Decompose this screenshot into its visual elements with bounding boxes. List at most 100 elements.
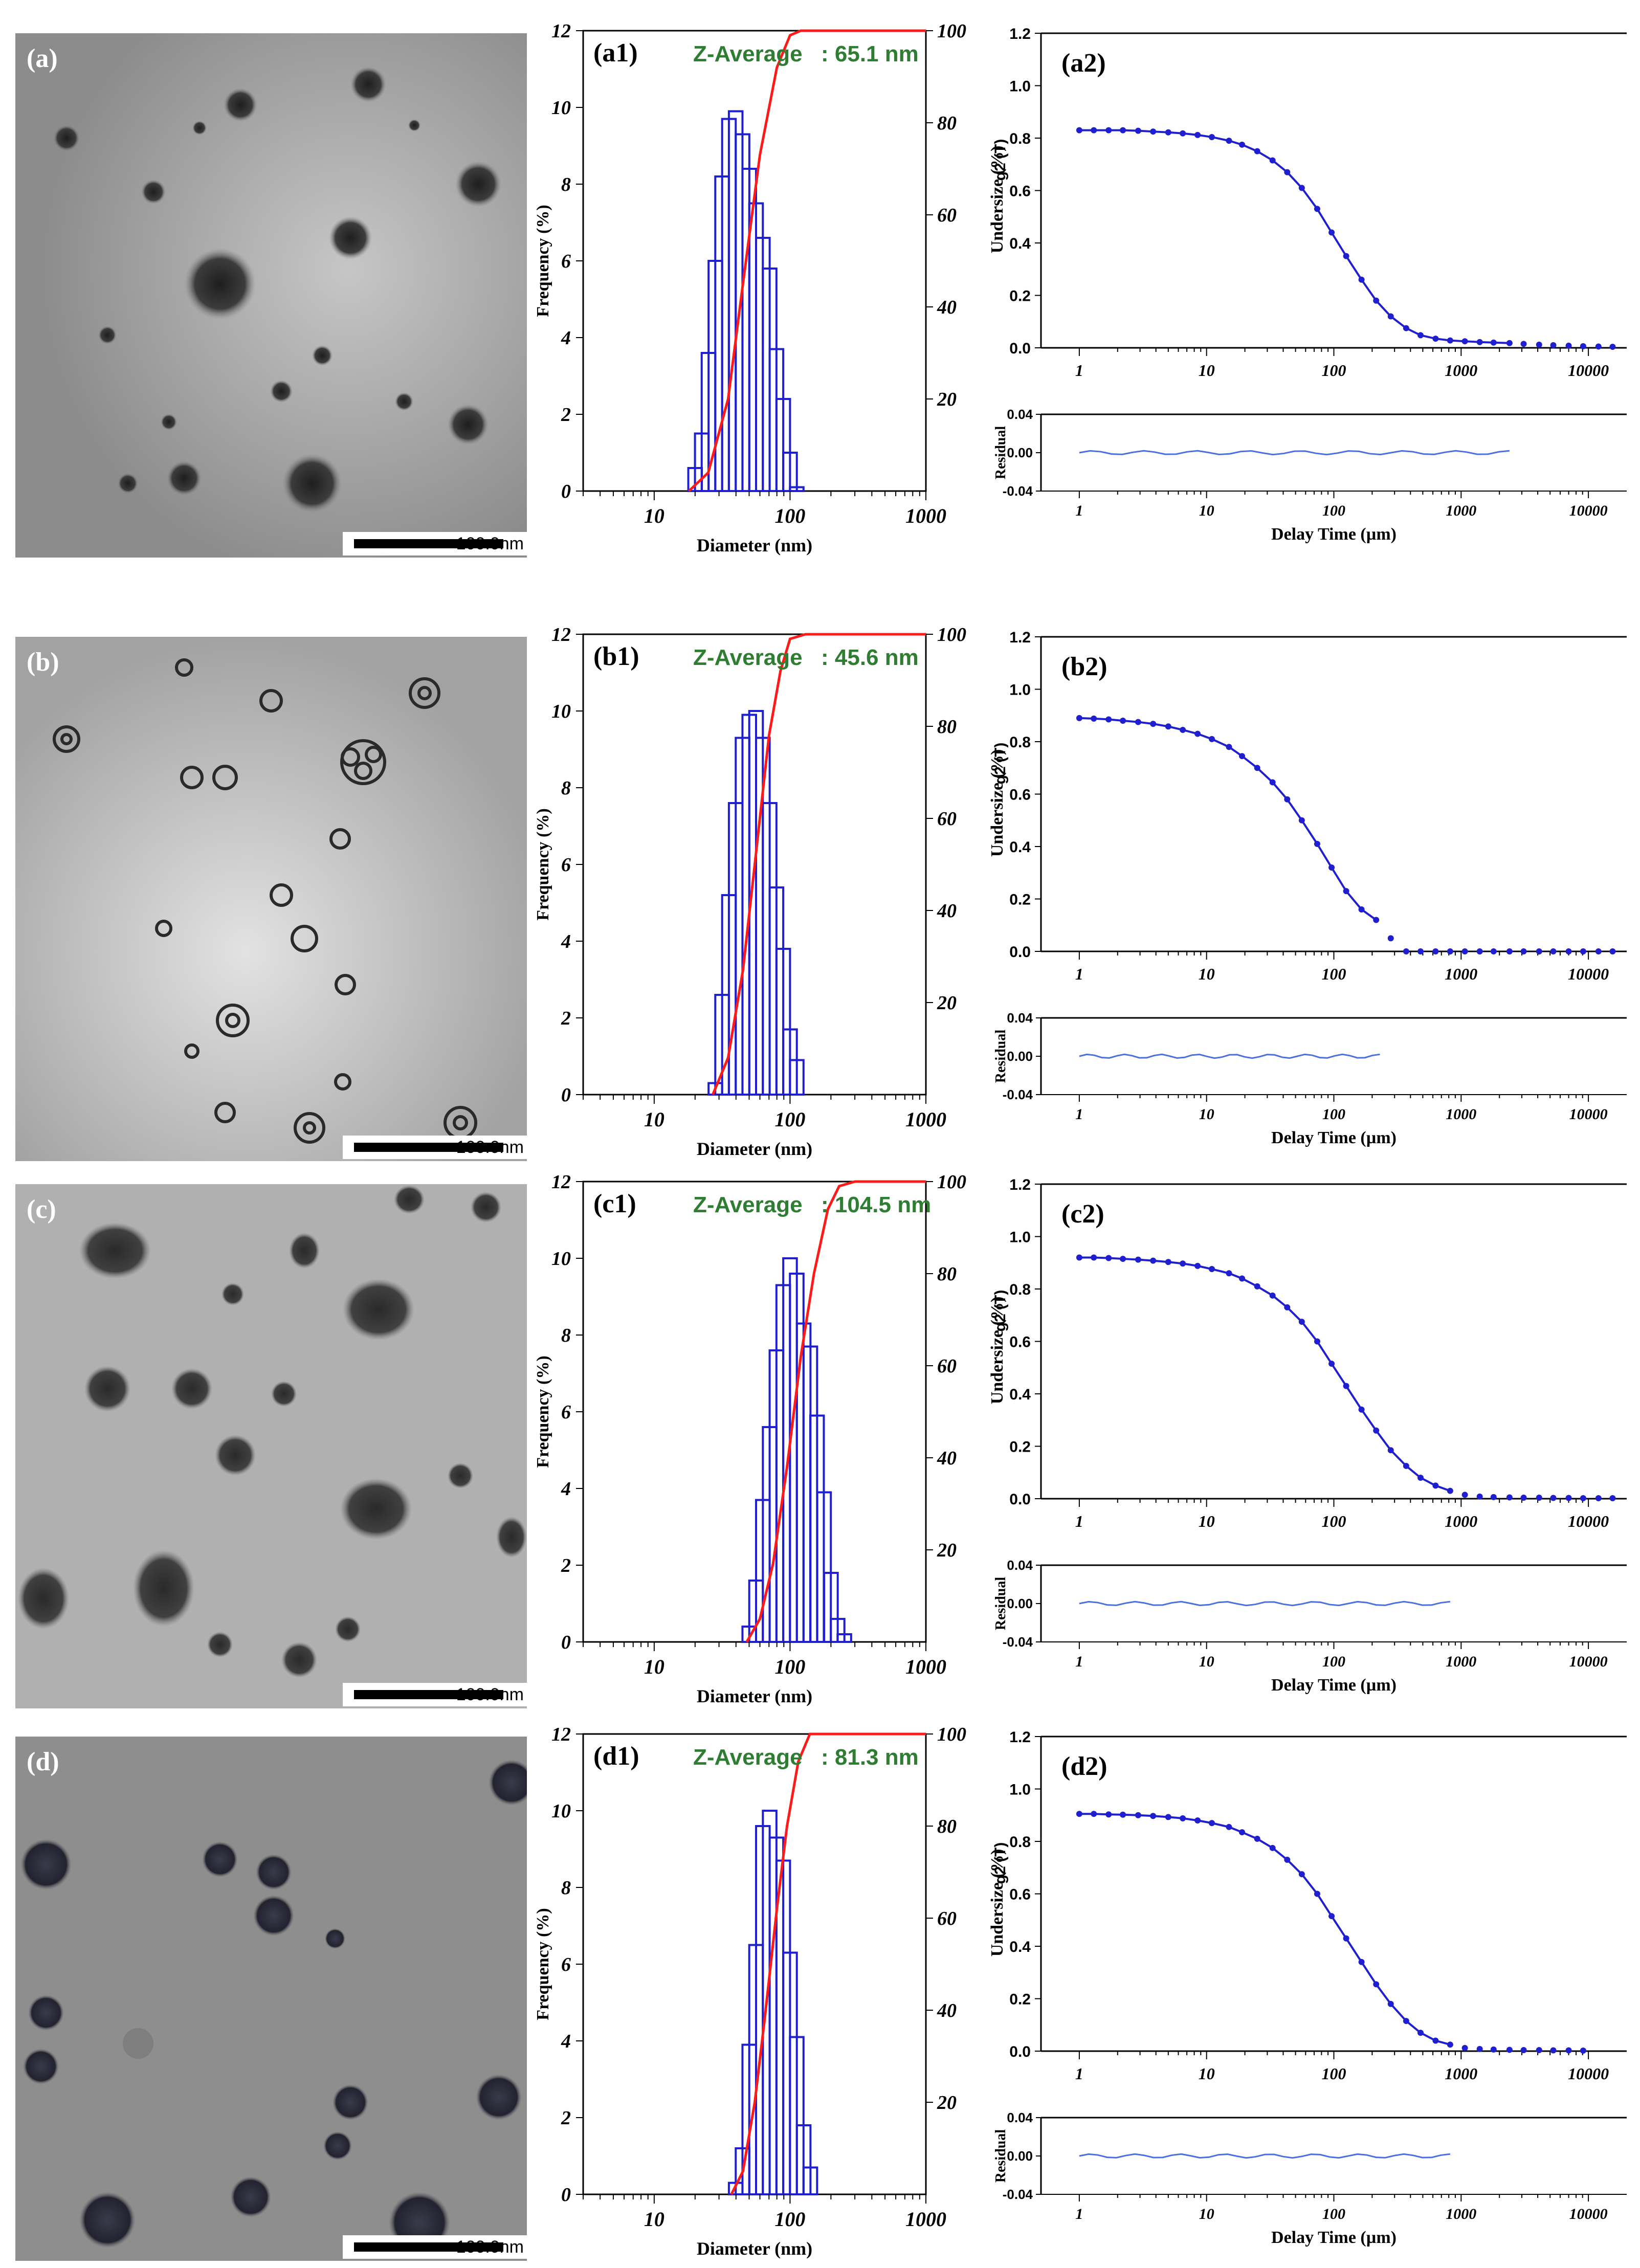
data-point	[1447, 948, 1453, 954]
data-point	[1432, 1482, 1439, 1489]
row-d: (d) 100.0nm 10 100 1000 0 2 4 6 8 10 12 20 40 60 80 10…	[0, 1703, 1640, 2266]
tem-micrograph	[15, 33, 527, 558]
data-point	[1165, 723, 1171, 730]
data-point	[1417, 1475, 1424, 1481]
data-point	[1565, 1495, 1572, 1501]
y2-tick-label: 100	[937, 624, 966, 646]
y-tick-label: 0.6	[1009, 1334, 1031, 1351]
data-point	[1343, 888, 1349, 895]
tem-image-b: (b) 100.0nm	[15, 637, 527, 1161]
data-point	[1076, 1254, 1082, 1261]
tem-image-d: (d) 100.0nm	[15, 1737, 527, 2261]
residual-x-tick-label: 1000	[1446, 1653, 1476, 1670]
data-point	[1298, 1319, 1305, 1325]
x-tick-label: 100	[774, 1655, 805, 1678]
y-tick-label: 0.6	[1009, 183, 1031, 200]
data-point	[1226, 744, 1232, 750]
z-average-label: Z-Average	[693, 1745, 803, 1770]
data-point	[1076, 1811, 1082, 1817]
data-point	[1461, 948, 1468, 954]
x-tick-label: 1	[1075, 1512, 1083, 1530]
x-tick-label: 100	[1322, 965, 1346, 983]
y2-tick-label: 100	[937, 1171, 966, 1193]
data-point	[1105, 1811, 1112, 1818]
y-tick-label: 0.0	[1009, 1491, 1031, 1508]
y-tick-label: 6	[561, 854, 571, 876]
data-point	[1476, 948, 1483, 954]
x-tick-label: 100	[1322, 1512, 1346, 1530]
data-point	[1135, 1812, 1141, 1818]
data-point	[1373, 297, 1380, 304]
y-tick-label: 0.8	[1009, 734, 1031, 751]
data-point	[1120, 1256, 1126, 1262]
data-point	[1076, 715, 1082, 721]
y2-tick-label: 80	[937, 1263, 957, 1285]
cumulative-curve	[745, 1180, 926, 1643]
y-axis-label: Frequency (%)	[534, 205, 552, 317]
data-point	[1226, 138, 1232, 144]
y-tick-label: 10	[551, 701, 571, 722]
residual-x-tick-label: 1000	[1446, 2206, 1476, 2222]
data-point	[1520, 948, 1527, 954]
x-tick-label: 1000	[1445, 965, 1477, 983]
tem-image-a: (a) 100.0nm	[15, 33, 527, 558]
residual-y-axis-label: Residual	[993, 426, 1009, 479]
scale-bar: 100.0nm	[343, 2235, 527, 2259]
y2-axis-label: Undersize (%)	[988, 1297, 1007, 1405]
y-tick-label: 0	[561, 481, 571, 502]
data-point	[1284, 796, 1291, 803]
data-point	[1476, 2045, 1483, 2052]
data-point	[1328, 1361, 1335, 1367]
residual-x-tick-label: 100	[1322, 502, 1345, 519]
data-point	[1565, 2047, 1572, 2054]
data-point	[1208, 736, 1215, 742]
data-point	[1343, 1383, 1349, 1389]
x-tick-label: 1000	[905, 1655, 946, 1678]
tem-micrograph	[15, 1737, 527, 2261]
x-axis-label: Delay Time (µm)	[1271, 2228, 1397, 2247]
y2-axis-label: Undersize (%)	[988, 749, 1007, 857]
panel-label: (c1)	[593, 1189, 636, 1218]
data-point	[1269, 1844, 1276, 1851]
data-point	[1520, 2047, 1527, 2053]
panel-label: (d)	[27, 1747, 59, 1776]
data-point	[1120, 718, 1126, 724]
y2-tick-label: 20	[937, 2092, 957, 2114]
chart-c1: 10 100 1000 0 2 4 6 8 10 12 20 40 60 80 100 Diameter (n…	[534, 1171, 1007, 1706]
x-axis-label: Delay Time (µm)	[1271, 525, 1397, 544]
data-point	[1208, 134, 1215, 140]
y-tick-label: 2	[561, 404, 571, 426]
y-axis-label: g2 (T)	[992, 1290, 1009, 1332]
data-point	[1091, 715, 1097, 722]
residual-y-tick-label: 0.00	[1007, 445, 1033, 460]
x-tick-label: 100	[1322, 2064, 1346, 2083]
data-point	[1105, 716, 1112, 723]
data-point	[1609, 948, 1616, 954]
data-point	[1239, 1275, 1246, 1282]
y-tick-label: 0.8	[1009, 130, 1031, 147]
data-point	[1314, 206, 1320, 212]
chart-d2: 0.0 0.2 0.4 0.6 0.8 1.0 1.2 1 10 100 1000 10000 g2 (…	[992, 1729, 1627, 2247]
data-point	[1490, 339, 1497, 346]
data-point	[1387, 1447, 1394, 1454]
x-tick-label: 10	[644, 1655, 664, 1678]
y-tick-label: 4	[561, 1478, 571, 1500]
y-tick-label: 0.4	[1009, 839, 1031, 856]
z-average-value: : 104.5 nm	[821, 1192, 931, 1217]
y2-tick-label: 40	[937, 1448, 957, 1469]
data-point	[1194, 1817, 1201, 1824]
data-point	[1595, 1495, 1602, 1501]
data-point	[1520, 1494, 1527, 1501]
fit-curve	[1079, 129, 1510, 344]
z-average-label: Z-Average	[693, 41, 803, 66]
histogram-bar	[836, 1633, 852, 1643]
x-tick-label: 1000	[905, 1108, 946, 1131]
data-point	[1284, 169, 1291, 175]
residual-y-tick-label: -0.04	[1003, 2187, 1033, 2202]
x-tick-label: 1000	[1445, 361, 1477, 380]
panel-label: (c)	[27, 1195, 56, 1224]
panel-label: (b1)	[593, 642, 639, 671]
residual-x-tick-label: 10000	[1569, 1106, 1608, 1123]
data-point	[1314, 840, 1320, 847]
y2-axis-label: Undersize (%)	[988, 146, 1007, 254]
